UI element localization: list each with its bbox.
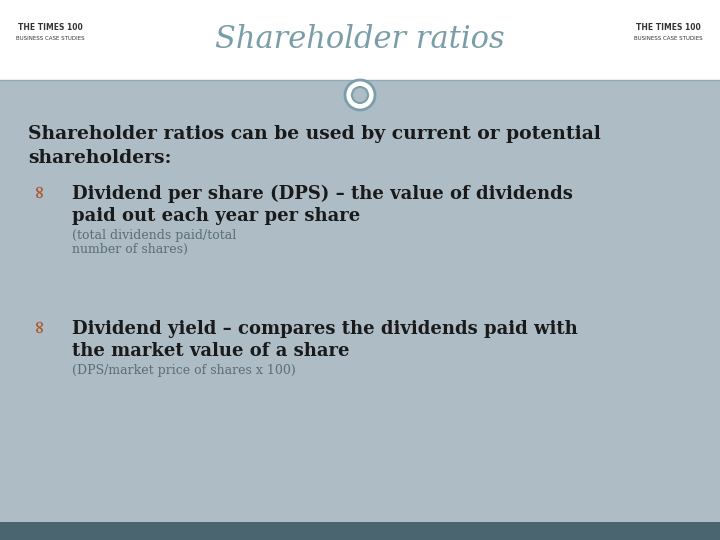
Text: shareholders:: shareholders: [28,149,171,167]
Text: BUSINESS CASE STUDIES: BUSINESS CASE STUDIES [634,36,702,40]
Text: THE TIMES 100: THE TIMES 100 [17,24,82,32]
Text: ∞: ∞ [30,183,48,198]
FancyBboxPatch shape [0,522,720,540]
Text: BUSINESS CASE STUDIES: BUSINESS CASE STUDIES [16,36,84,40]
Text: number of shares): number of shares) [72,243,188,256]
Text: Shareholder ratios: Shareholder ratios [215,24,505,56]
Text: Dividend yield – compares the dividends paid with: Dividend yield – compares the dividends … [72,320,577,338]
FancyBboxPatch shape [0,0,720,80]
Circle shape [345,80,375,110]
Text: THE TIMES 100: THE TIMES 100 [636,24,701,32]
Circle shape [352,87,368,103]
Text: paid out each year per share: paid out each year per share [72,207,360,225]
Text: ∞: ∞ [30,318,48,333]
Text: the market value of a share: the market value of a share [72,342,349,360]
Text: (DPS/market price of shares x 100): (DPS/market price of shares x 100) [72,364,296,377]
Text: Dividend per share (DPS) – the value of dividends: Dividend per share (DPS) – the value of … [72,185,573,203]
Text: Shareholder ratios can be used by current or potential: Shareholder ratios can be used by curren… [28,125,601,143]
Text: (total dividends paid/total: (total dividends paid/total [72,229,236,242]
